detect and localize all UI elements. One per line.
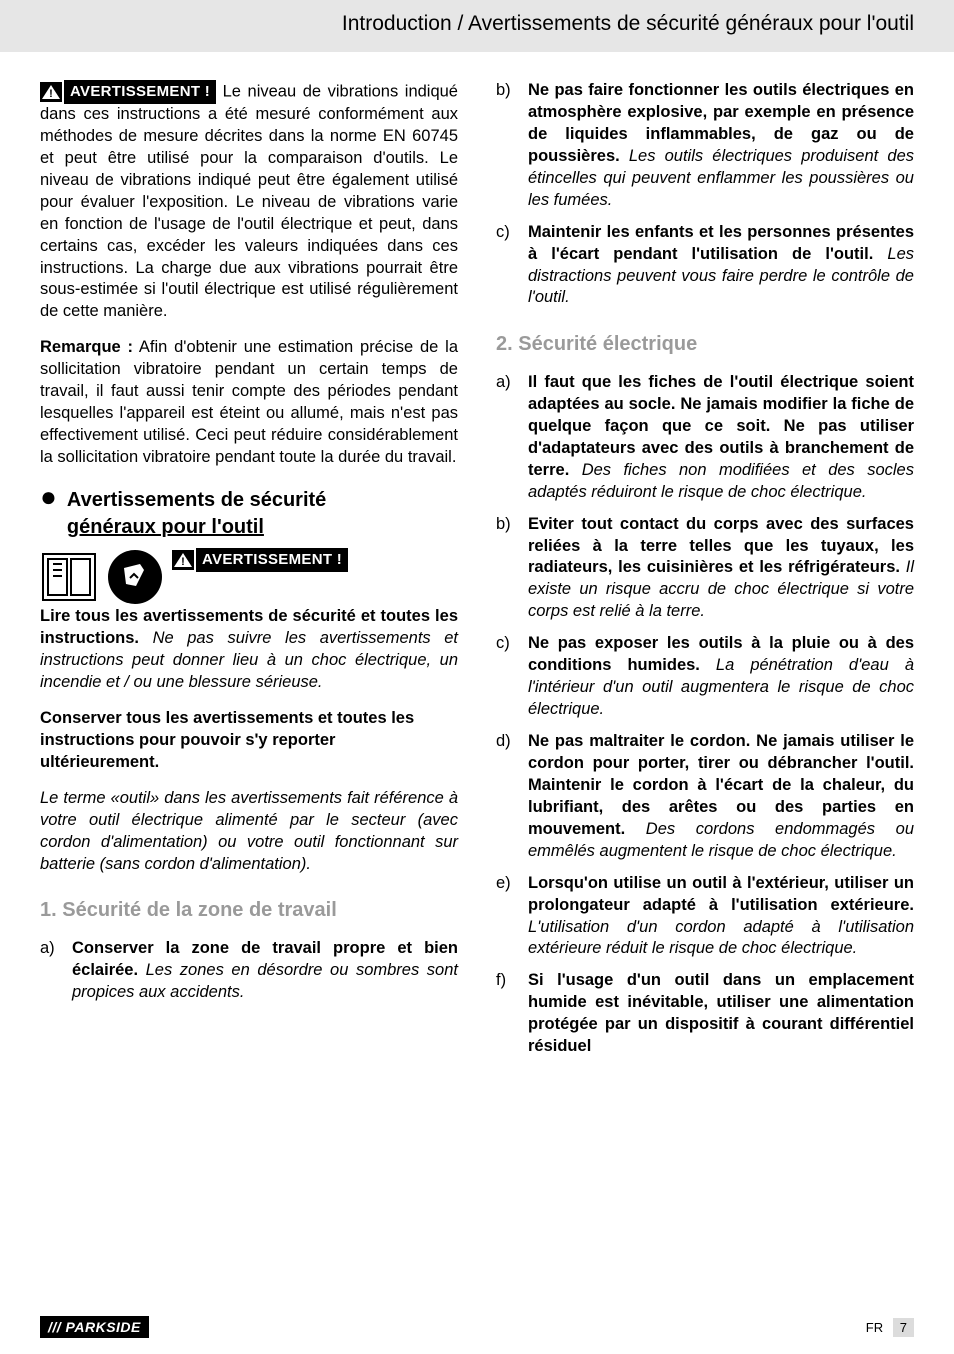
page-number: 7 (893, 1318, 914, 1337)
list-item-2c: c) Ne pas exposer les outils à la pluie … (496, 633, 914, 721)
item-2b-bold: Eviter tout contact du corps avec des su… (528, 515, 914, 577)
warning-triangle-icon-2: ! (172, 550, 194, 570)
read-manual-icon (106, 548, 164, 606)
letter-c: c) (496, 222, 516, 310)
header-title: Introduction / Avertissements de sécurit… (342, 12, 914, 35)
subsection-2-heading: 2. Sécurité électrique (496, 331, 914, 358)
item-1b-content: Ne pas faire fonctionner les outils élec… (528, 80, 914, 212)
item-2a-content: Il faut que les fiches de l'outil électr… (528, 372, 914, 504)
warning-label-2: AVERTISSEMENT ! (196, 548, 348, 572)
list-item-2e: e) Lorsqu'on utilise un outil à l'extéri… (496, 873, 914, 961)
item-2e-bold: Lorsqu'on utilise un outil à l'extérieur… (528, 874, 914, 914)
remark-text: Afin d'obtenir une estimation précise de… (40, 338, 458, 466)
footer: /// PARKSIDE FR 7 (0, 1316, 954, 1338)
left-column: ! AVERTISSEMENT ! Le niveau de vibration… (40, 80, 458, 1068)
warning-badge-2: ! AVERTISSEMENT ! (172, 548, 348, 572)
item-2a-rest: Des fiches non modifiées et des socles a… (528, 461, 914, 501)
intro-paragraph: ! AVERTISSEMENT ! Le niveau de vibration… (40, 80, 458, 323)
item-2b-content: Eviter tout contact du corps avec des su… (528, 514, 914, 624)
svg-text:!: ! (49, 88, 53, 100)
bullet-icon: ● (40, 487, 57, 507)
item-1a-content: Conserver la zone de travail propre et b… (72, 938, 458, 1004)
item-1c-content: Maintenir les enfants et les personnes p… (528, 222, 914, 310)
list-item-2a: a) Il faut que les fiches de l'outil éle… (496, 372, 914, 504)
letter-2c: c) (496, 633, 516, 721)
list-section-2: a) Il faut que les fiches de l'outil éle… (496, 372, 914, 1058)
letter-a: a) (40, 938, 60, 1004)
list-item-2d: d) Ne pas maltraiter le cordon. Ne jamai… (496, 731, 914, 863)
letter-2b: b) (496, 514, 516, 624)
list-section-1: a) Conserver la zone de travail propre e… (40, 938, 458, 1004)
section-line1: Avertissements de sécurité (67, 489, 326, 511)
item-2d-content: Ne pas maltraiter le cordon. Ne jamais u… (528, 731, 914, 863)
right-column: b) Ne pas faire fonctionner les outils é… (496, 80, 914, 1068)
list-item-1c: c) Maintenir les enfants et les personne… (496, 222, 914, 310)
list-item-2f: f) Si l'usage d'un outil dans un emplace… (496, 970, 914, 1058)
letter-b: b) (496, 80, 516, 212)
section-heading-text: Avertissements de sécurité généraux pour… (67, 487, 326, 540)
item-2e-rest: L'utilisation d'un cordon adapté à l'uti… (528, 918, 914, 958)
section-line2: généraux pour l'outil (67, 516, 264, 538)
remark-lead: Remarque : (40, 338, 133, 356)
content-columns: ! AVERTISSEMENT ! Le niveau de vibration… (40, 80, 914, 1068)
letter-2d: d) (496, 731, 516, 863)
header-band: Introduction / Avertissements de sécurit… (0, 0, 954, 52)
intro-text: Le niveau de vibrations indiqué dans ces… (40, 82, 458, 320)
warning-label: AVERTISSEMENT ! (64, 80, 216, 104)
item-1c-bold: Maintenir les enfants et les personnes p… (528, 223, 914, 263)
list-section-1-cont: b) Ne pas faire fonctionner les outils é… (496, 80, 914, 309)
manual-icons-row: ! AVERTISSEMENT ! (40, 548, 458, 606)
item-2c-content: Ne pas exposer les outils à la pluie ou … (528, 633, 914, 721)
manual-book-icon (40, 548, 98, 606)
warning-inline-block: ! AVERTISSEMENT ! (172, 548, 458, 572)
list-item-1a: a) Conserver la zone de travail propre e… (40, 938, 458, 1004)
term-tool-paragraph: Le terme «outil» dans les avertissements… (40, 788, 458, 876)
keep-instructions-paragraph: Conserver tous les avertissements et tou… (40, 708, 458, 774)
read-all-paragraph: Lire tous les avertissements de sécurité… (40, 606, 458, 694)
list-item-1b: b) Ne pas faire fonctionner les outils é… (496, 80, 914, 212)
warning-triangle-icon: ! (40, 82, 62, 102)
page-indicator: FR 7 (866, 1318, 914, 1337)
page-lang: FR (866, 1320, 883, 1335)
item-2e-content: Lorsqu'on utilise un outil à l'extérieur… (528, 873, 914, 961)
section-heading-general-warnings: ● Avertissements de sécurité généraux po… (40, 487, 458, 540)
subsection-1-heading: 1. Sécurité de la zone de travail (40, 897, 458, 924)
item-2f-content: Si l'usage d'un outil dans un emplacemen… (528, 970, 914, 1058)
list-item-2b: b) Eviter tout contact du corps avec des… (496, 514, 914, 624)
page: Introduction / Avertissements de sécurit… (0, 0, 954, 1354)
item-2f-bold: Si l'usage d'un outil dans un emplacemen… (528, 971, 914, 1055)
letter-2f: f) (496, 970, 516, 1058)
letter-2a: a) (496, 372, 516, 504)
letter-2e: e) (496, 873, 516, 961)
brand-logo: /// PARKSIDE (40, 1316, 149, 1338)
svg-text:!: ! (181, 556, 185, 568)
remark-paragraph: Remarque : Afin d'obtenir une estimation… (40, 337, 458, 469)
warning-badge: ! AVERTISSEMENT ! (40, 80, 216, 104)
